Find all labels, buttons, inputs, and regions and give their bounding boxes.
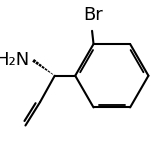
Text: Br: Br: [84, 6, 103, 24]
Text: H₂N: H₂N: [0, 51, 30, 69]
